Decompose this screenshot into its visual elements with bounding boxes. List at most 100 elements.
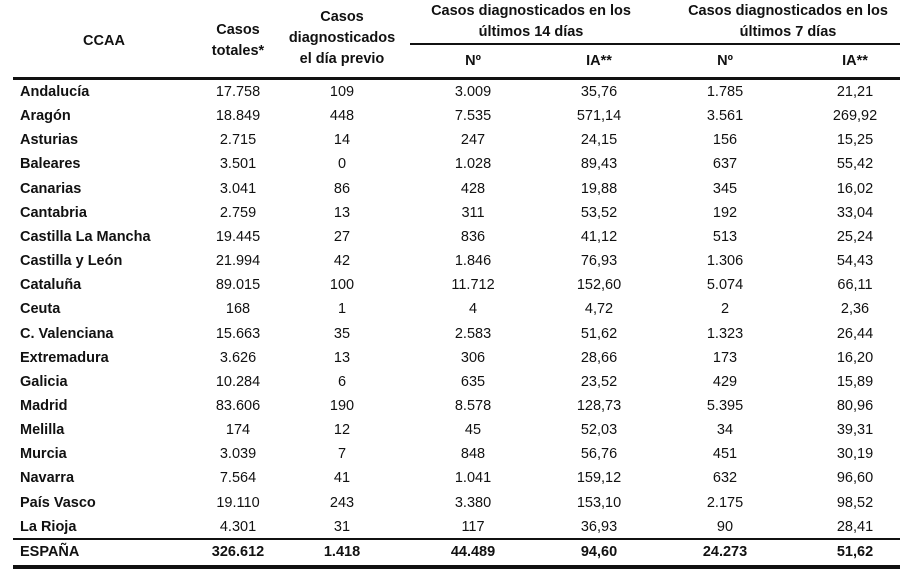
cell-n-14: 44.489 bbox=[450, 544, 496, 560]
cell-ia-14: 19,88 bbox=[580, 180, 618, 197]
cell-n-7: 345 bbox=[712, 180, 738, 197]
cell-n-14: 311 bbox=[461, 204, 485, 221]
cell-n-7: 5.395 bbox=[706, 397, 744, 414]
cell-dia-previo: 31 bbox=[333, 518, 351, 535]
cell-ia-14: 52,03 bbox=[580, 422, 618, 439]
cell-n-14: 11.712 bbox=[451, 277, 495, 294]
cell-ia-7: 96,60 bbox=[836, 470, 874, 487]
cell-region: Cantabria bbox=[20, 204, 87, 221]
cell-dia-previo: 243 bbox=[329, 494, 355, 511]
header-group-14: Casos diagnosticados en los últimos 14 d… bbox=[431, 1, 631, 43]
cell-dia-previo: 42 bbox=[333, 253, 351, 270]
header-casos-totales: Casos totales* bbox=[212, 20, 264, 62]
cell-ia-14: 153,10 bbox=[576, 494, 622, 511]
cell-n-7: 451 bbox=[712, 446, 738, 463]
cell-ia-14: 41,12 bbox=[580, 228, 618, 245]
cell-casos-totales: 3.501 bbox=[219, 156, 257, 173]
cell-dia-previo: 448 bbox=[329, 108, 355, 125]
header-ccaa: CCAA bbox=[83, 33, 125, 49]
cell-ia-14: 36,93 bbox=[580, 518, 618, 535]
cell-n-7: 1.785 bbox=[706, 84, 744, 100]
header-n-14: Nº bbox=[465, 53, 481, 69]
cell-region: Ceuta bbox=[20, 301, 61, 318]
cell-casos-totales: 2.715 bbox=[219, 132, 257, 149]
cell-region: C. Valenciana bbox=[20, 325, 114, 342]
cell-ia-14: 571,14 bbox=[576, 108, 622, 125]
group-divider bbox=[410, 43, 900, 45]
total-divider bbox=[13, 538, 900, 540]
cell-n-14: 4 bbox=[468, 301, 478, 318]
cell-n-7: 34 bbox=[716, 422, 734, 439]
cell-n-14: 247 bbox=[460, 132, 486, 149]
cell-region: Castilla La Mancha bbox=[20, 228, 151, 245]
header-line: últimos 14 días bbox=[478, 24, 584, 40]
cell-region: Cataluña bbox=[20, 277, 82, 294]
cell-dia-previo: 27 bbox=[333, 228, 351, 245]
cell-ia-7: 55,42 bbox=[836, 156, 874, 173]
cell-n-14: 2.583 bbox=[454, 325, 492, 342]
cell-ia-7: 39,31 bbox=[836, 422, 874, 439]
header-line: Casos bbox=[320, 9, 364, 25]
cell-casos-totales: 3.041 bbox=[219, 180, 257, 197]
header-dia-previo: Casos diagnosticados el día previo bbox=[289, 7, 395, 70]
cell-dia-previo: 12 bbox=[333, 422, 351, 439]
cell-dia-previo: 190 bbox=[329, 397, 355, 414]
cell-n-14: 117 bbox=[461, 518, 485, 535]
cell-ia-7: 16,20 bbox=[836, 349, 874, 366]
cell-n-14: 7.535 bbox=[454, 108, 492, 125]
cell-n-7: 429 bbox=[712, 373, 738, 390]
cell-dia-previo: 7 bbox=[337, 446, 347, 463]
header-group-7: Casos diagnosticados en los últimos 7 dí… bbox=[688, 1, 888, 43]
cell-ia-14: 159,12 bbox=[576, 470, 622, 487]
cell-n-7: 2 bbox=[720, 301, 730, 318]
cell-ia-7: 269,92 bbox=[832, 108, 878, 125]
cell-region: Baleares bbox=[20, 156, 81, 173]
cell-ia-7: 28,41 bbox=[836, 518, 874, 535]
header-ia-7: IA** bbox=[842, 53, 868, 69]
cell-ia-7: 25,24 bbox=[836, 228, 874, 245]
cell-n-14: 428 bbox=[460, 180, 486, 197]
cell-ia-14: 24,15 bbox=[580, 132, 618, 149]
cell-dia-previo: 41 bbox=[333, 470, 351, 487]
cell-ia-7: 33,04 bbox=[836, 204, 874, 221]
cell-region: Andalucía bbox=[20, 84, 90, 100]
cell-casos-totales: 15.663 bbox=[215, 325, 261, 342]
cell-ia-7: 66,11 bbox=[837, 277, 873, 294]
cell-n-7: 3.561 bbox=[706, 108, 744, 125]
cell-casos-totales: 83.606 bbox=[215, 397, 261, 414]
cell-region: Aragón bbox=[20, 108, 71, 125]
cell-region: País Vasco bbox=[20, 494, 96, 511]
cell-ia-14: 76,93 bbox=[580, 253, 618, 270]
cell-dia-previo: 14 bbox=[333, 132, 351, 149]
cell-casos-totales: 10.284 bbox=[215, 373, 261, 390]
cell-dia-previo: 35 bbox=[333, 325, 351, 342]
cell-dia-previo: 86 bbox=[333, 180, 351, 197]
cell-n-7: 637 bbox=[712, 156, 738, 173]
cell-n-14: 836 bbox=[460, 228, 486, 245]
cell-ia-14: 152,60 bbox=[576, 277, 622, 294]
cell-ia-14: 23,52 bbox=[580, 373, 618, 390]
cell-dia-previo: 13 bbox=[333, 204, 351, 221]
cell-ia-7: 15,89 bbox=[836, 373, 874, 390]
header-line: últimos 7 días bbox=[739, 24, 837, 40]
cell-n-14: 1.846 bbox=[454, 253, 492, 270]
cell-region: Galicia bbox=[20, 373, 68, 390]
cell-n-14: 635 bbox=[460, 373, 486, 390]
cell-region: Asturias bbox=[20, 132, 79, 149]
cell-n-14: 3.380 bbox=[454, 494, 492, 511]
cell-n-14: 1.028 bbox=[454, 156, 492, 173]
cell-ia-7: 80,96 bbox=[836, 397, 874, 414]
header-divider bbox=[13, 77, 900, 80]
cell-ia-7: 51,62 bbox=[836, 544, 874, 560]
cell-region: Canarias bbox=[20, 180, 82, 197]
header-line: Casos diagnosticados en los bbox=[431, 3, 631, 19]
cell-n-7: 1.323 bbox=[706, 325, 744, 342]
cell-ia-14: 4,72 bbox=[584, 301, 614, 318]
cell-ia-7: 98,52 bbox=[836, 494, 874, 511]
cell-dia-previo: 109 bbox=[329, 84, 355, 100]
header-line: Casos diagnosticados en los bbox=[688, 3, 888, 19]
cell-n-7: 156 bbox=[712, 132, 738, 149]
cell-ia-14: 35,76 bbox=[580, 84, 618, 100]
cell-n-7: 173 bbox=[712, 349, 738, 366]
cell-ia-7: 2,36 bbox=[840, 301, 870, 318]
